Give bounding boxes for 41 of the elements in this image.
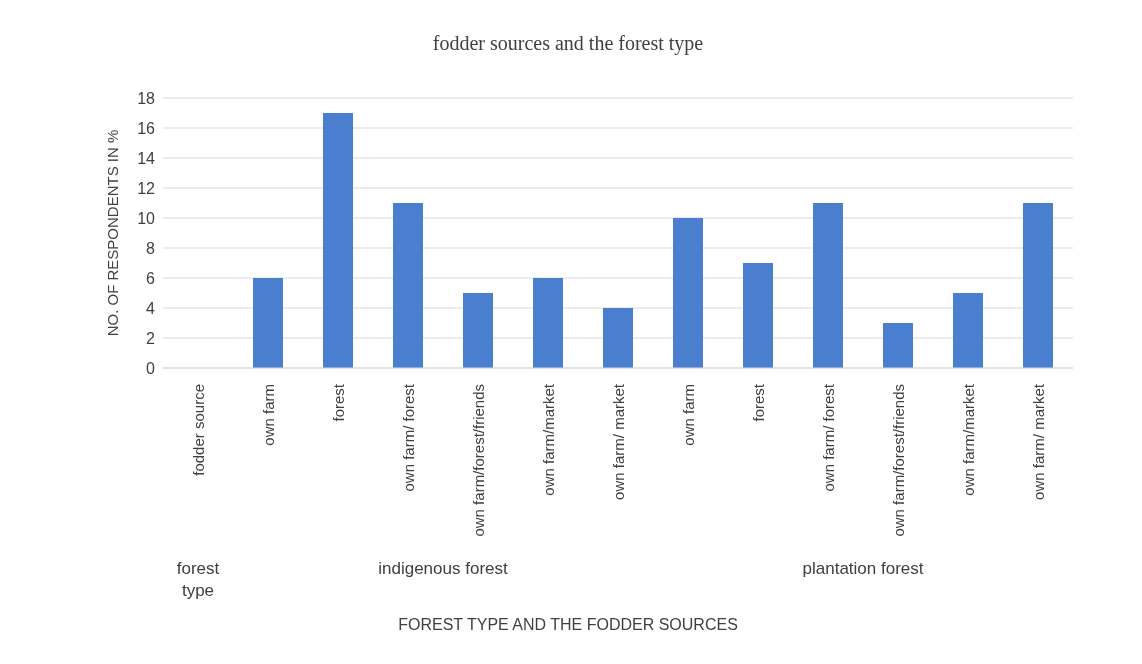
bar <box>393 203 423 368</box>
y-tick-label: 6 <box>146 269 156 287</box>
y-axis-title: NO. OF RESPONDENTS IN % <box>104 129 122 337</box>
y-tick-label: 8 <box>146 239 156 257</box>
bar <box>953 293 983 368</box>
x-axis-title: FOREST TYPE AND THE FODDER SOURCES <box>397 616 739 634</box>
x-tick-label: own farm/forest/friends <box>889 384 907 537</box>
bar <box>673 218 703 368</box>
x-tick-label: own farm <box>679 384 697 446</box>
x-tick-label: own farm/forest/friends <box>469 384 487 537</box>
x-tick-label: forest <box>329 383 347 422</box>
y-tick-label: 18 <box>137 89 156 107</box>
bar <box>463 293 493 368</box>
x-tick-label: own farm/ forest <box>399 383 417 492</box>
chart-title: fodder sources and the forest type <box>431 31 705 57</box>
x-tick-label: forest <box>749 383 767 422</box>
x-tick-label: fodder source <box>189 384 207 476</box>
bar <box>743 263 773 368</box>
x-tick-label: own farm/ forest <box>819 383 837 492</box>
y-tick-label: 4 <box>146 299 156 317</box>
x-tick-label: own farm <box>259 384 277 446</box>
bar <box>253 278 283 368</box>
bar <box>813 203 843 368</box>
bar <box>1023 203 1053 368</box>
y-tick-label: 16 <box>137 119 156 137</box>
bar <box>883 323 913 368</box>
y-tick-label: 10 <box>137 209 156 227</box>
bar <box>323 113 353 368</box>
bar <box>603 308 633 368</box>
text: plantation forest <box>801 558 925 580</box>
bar <box>533 278 563 368</box>
text: forest type <box>175 558 221 602</box>
x-tick-label: own farm/market <box>959 383 977 496</box>
x-tick-label: own farm/ market <box>1029 383 1047 500</box>
y-tick-label: 0 <box>146 359 156 377</box>
x-tick-label: own farm/ market <box>609 383 627 500</box>
x-tick-label: own farm/market <box>539 383 557 496</box>
y-tick-label: 12 <box>137 179 156 197</box>
y-tick-label: 2 <box>146 329 156 347</box>
y-tick-label: 14 <box>137 149 156 167</box>
text: indigenous forest <box>377 558 509 580</box>
